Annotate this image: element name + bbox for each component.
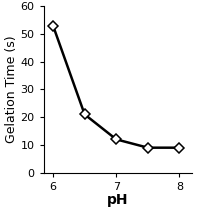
X-axis label: pH: pH bbox=[107, 193, 129, 207]
Y-axis label: Gelation Time (s): Gelation Time (s) bbox=[5, 36, 18, 143]
